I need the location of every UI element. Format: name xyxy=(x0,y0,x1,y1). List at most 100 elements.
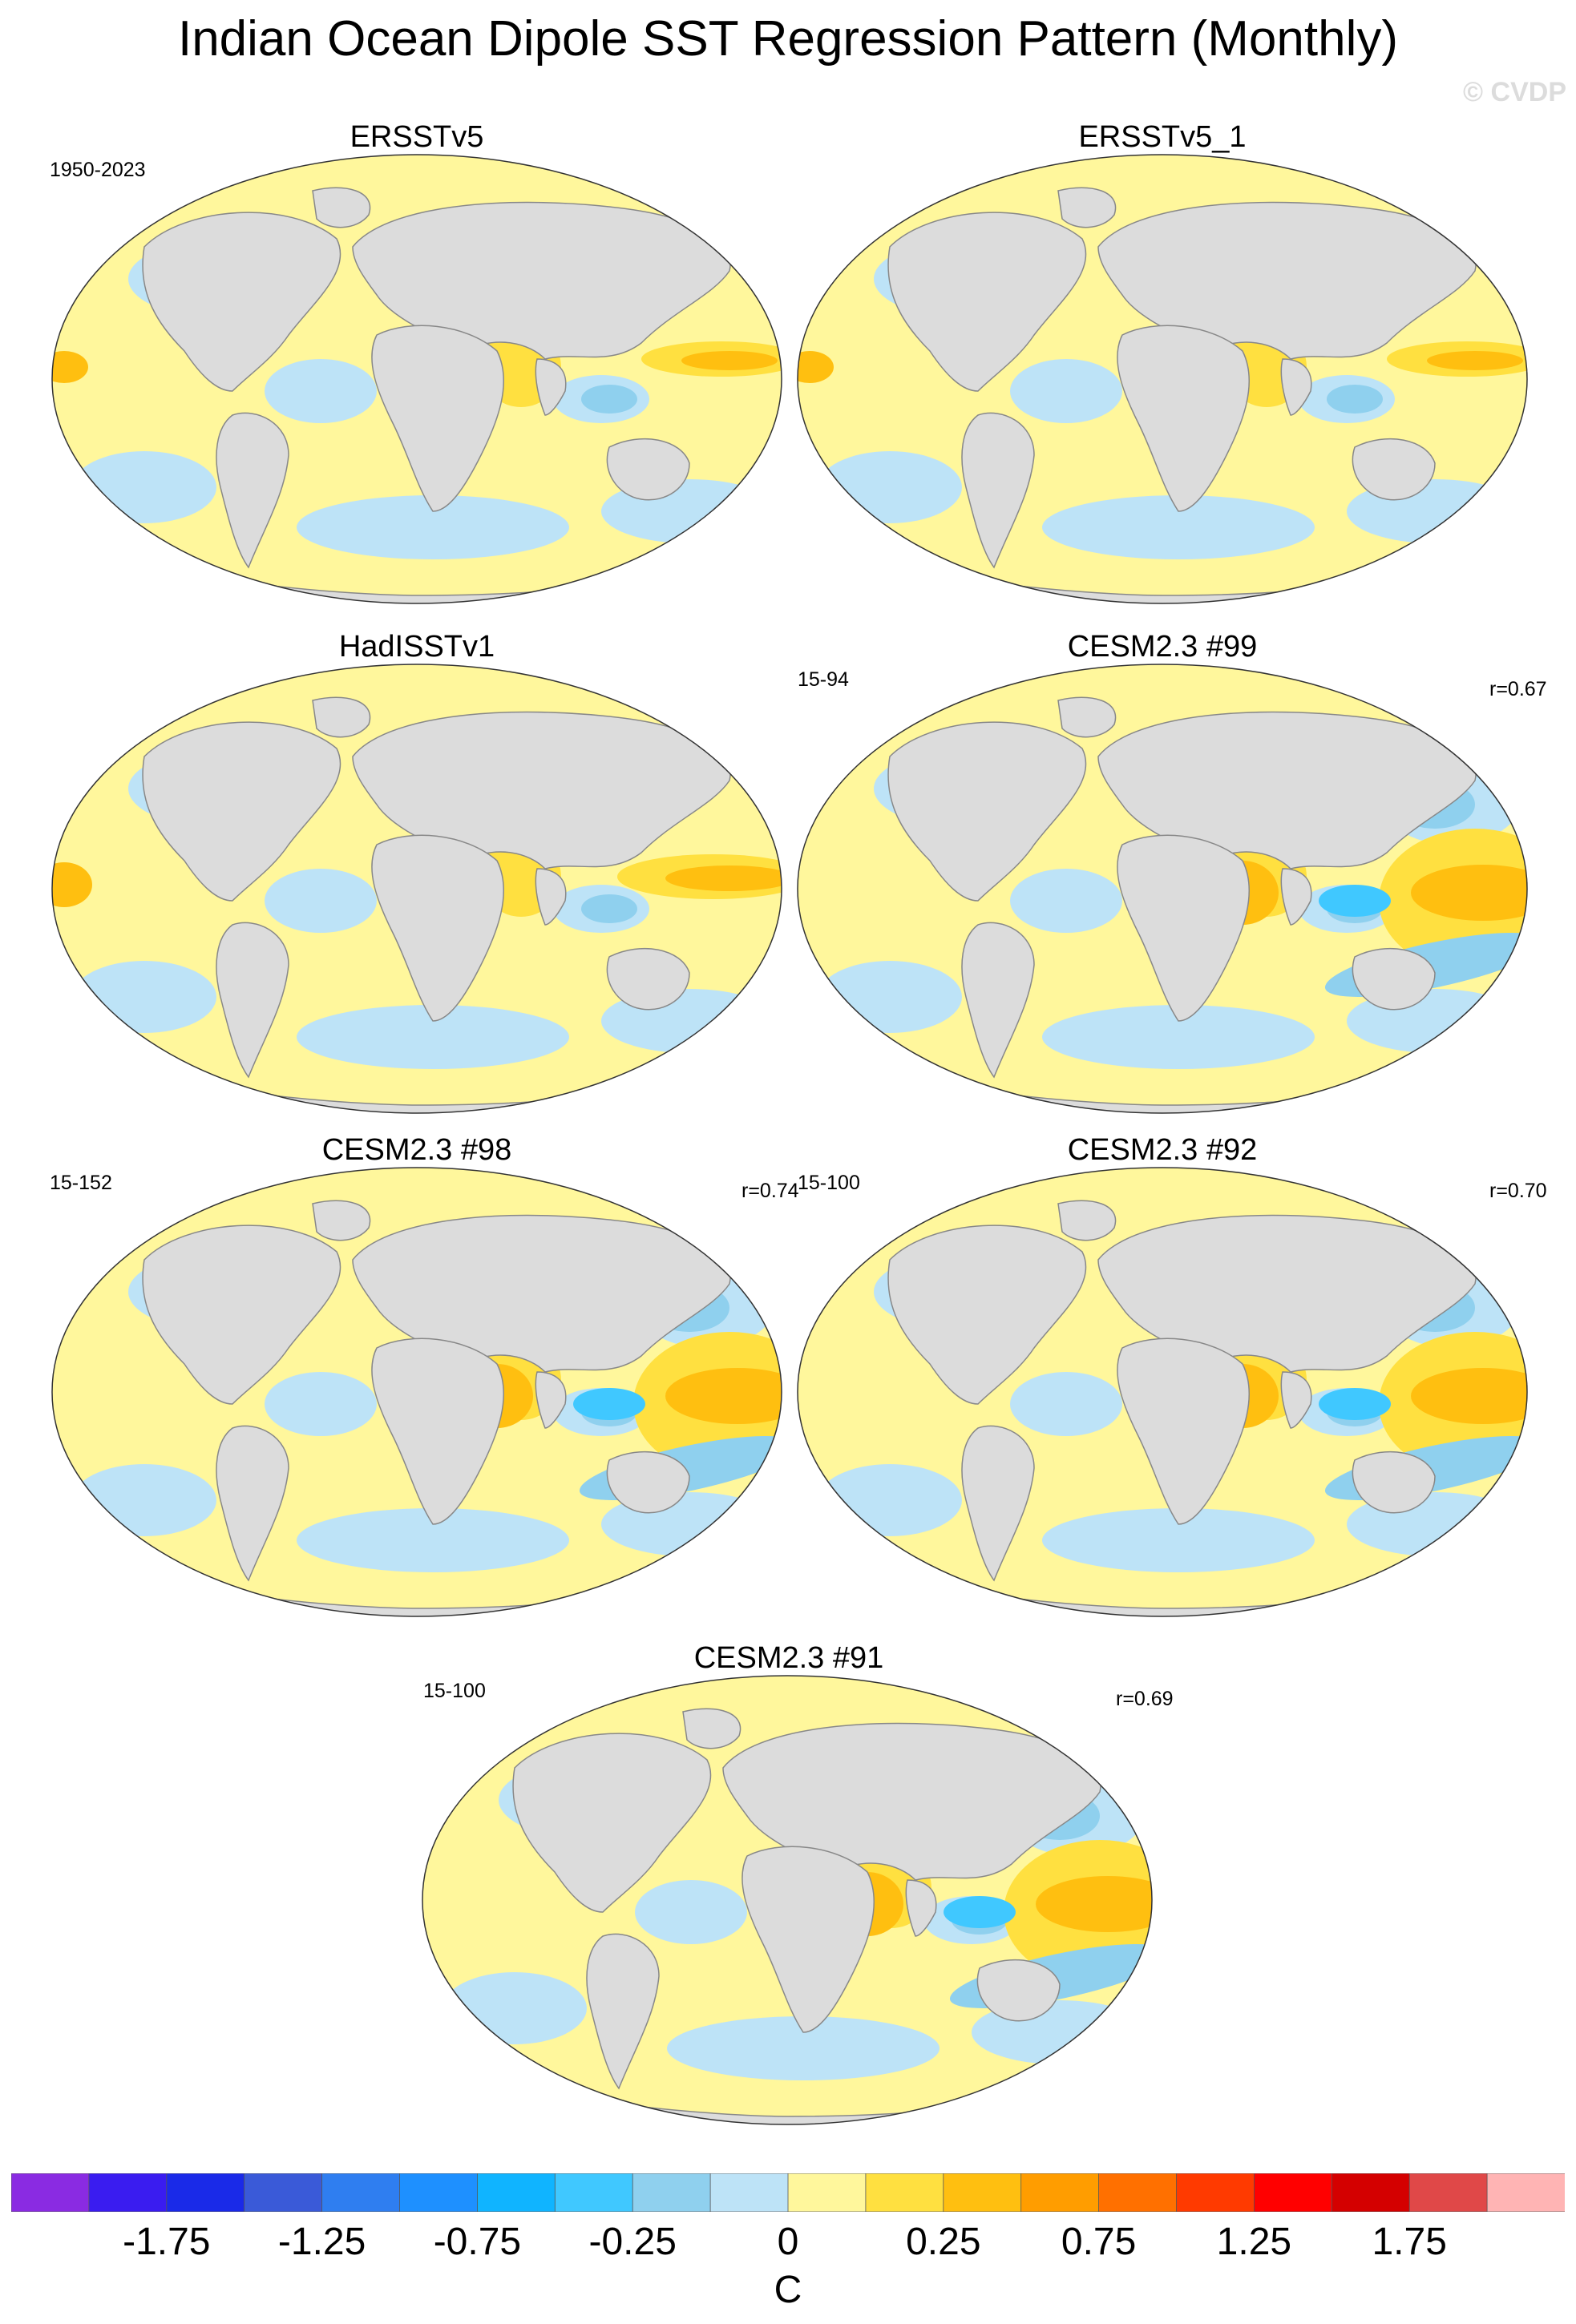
panel-title: HadISSTv1 xyxy=(338,630,495,664)
equatorial-pacific-core xyxy=(1427,351,1523,370)
eastern-pacific-warm xyxy=(798,351,834,383)
land-mass xyxy=(1280,358,1312,416)
land-mass xyxy=(371,834,504,1022)
southern-ocean-anomaly xyxy=(297,495,569,559)
colorbar-tick-label: -1.25 xyxy=(277,2221,366,2263)
regression-map xyxy=(797,1167,1528,1617)
southern-ocean-anomaly xyxy=(1042,495,1315,559)
land-mass xyxy=(312,1200,371,1241)
south-pacific-anomaly xyxy=(818,451,962,523)
maritime-continent-cool xyxy=(581,385,637,414)
equatorial-pacific-core xyxy=(1411,1368,1527,1424)
map-border xyxy=(51,154,782,604)
land-mass xyxy=(606,1450,690,1514)
colorbar-tick-label: -0.25 xyxy=(588,2221,677,2263)
land-mass xyxy=(1352,1450,1436,1514)
colorbar-swatch xyxy=(1408,2173,1488,2212)
land-mass xyxy=(1117,1338,1250,1525)
land-mass xyxy=(961,922,1035,1079)
sst-field xyxy=(422,1676,1152,2124)
colorbar-swatch xyxy=(1020,2173,1100,2212)
land-mass xyxy=(976,1959,1061,2022)
land-mass xyxy=(352,201,731,360)
map-border xyxy=(51,664,782,1114)
land-mass xyxy=(142,721,341,902)
colorbar-swatch xyxy=(632,2173,712,2212)
land-mass xyxy=(1097,1214,1477,1373)
land-mass xyxy=(535,868,567,926)
land-mass xyxy=(142,212,341,392)
colorbar-swatch xyxy=(399,2173,479,2212)
maritime-continent-core xyxy=(573,1388,645,1420)
southern-ocean-anomaly xyxy=(297,1508,569,1572)
south-pacific-anomaly xyxy=(72,451,216,523)
panel-title: CESM2.3 #92 xyxy=(1067,1133,1258,1167)
colorbar-tick-label: -1.75 xyxy=(123,2221,211,2263)
land-mass xyxy=(216,412,289,569)
land-mass xyxy=(1097,711,1477,869)
panel-title: ERSSTv5 xyxy=(350,120,484,154)
land-mass xyxy=(1057,187,1117,228)
colorbar-tick-label: 0.25 xyxy=(906,2221,981,2263)
panel-period: 15-94 xyxy=(798,668,849,691)
sst-field xyxy=(52,1168,782,1616)
equatorial-pacific-core xyxy=(1411,865,1527,921)
pattern-correlation: r=0.70 xyxy=(1489,1180,1547,1202)
colorbar-swatch xyxy=(1176,2173,1255,2212)
equatorial-pacific-core xyxy=(1036,1876,1152,1932)
pattern-correlation: r=0.69 xyxy=(1116,1688,1174,1710)
south-pacific-anomaly xyxy=(818,1464,962,1536)
colorbar-swatch xyxy=(709,2173,789,2212)
southern-ocean-anomaly xyxy=(667,2016,940,2080)
eastern-pacific-warm xyxy=(52,862,92,907)
colorbar-swatch xyxy=(943,2173,1022,2212)
land-mass xyxy=(586,1933,660,2090)
south-pacific-anomaly xyxy=(72,961,216,1033)
equatorial-pacific-core xyxy=(665,1368,782,1424)
colorbar-unit: C xyxy=(774,2269,802,2311)
regression-map xyxy=(797,154,1528,604)
colorbar xyxy=(11,2173,1565,2212)
tropical-atlantic-anomaly xyxy=(265,359,377,423)
land-mass xyxy=(682,1708,742,1749)
land-mass xyxy=(1352,947,1436,1011)
tropical-atlantic-anomaly xyxy=(265,869,377,933)
colorbar-swatch xyxy=(11,2173,90,2212)
equatorial-pacific-core xyxy=(665,865,782,891)
colorbar-swatch xyxy=(1098,2173,1178,2212)
land-mass xyxy=(1057,1200,1117,1241)
sst-field xyxy=(798,155,1527,603)
tropical-atlantic-anomaly xyxy=(1010,359,1122,423)
land-mass xyxy=(1117,325,1250,512)
sst-field xyxy=(52,155,782,603)
panel-title: CESM2.3 #98 xyxy=(321,1133,512,1167)
colorbar-swatch xyxy=(88,2173,168,2212)
land-mass xyxy=(535,1371,567,1429)
map-border xyxy=(51,1167,782,1617)
southern-ocean-anomaly xyxy=(297,1005,569,1069)
maritime-continent-core xyxy=(944,1896,1016,1928)
colorbar-swatch xyxy=(1486,2173,1565,2212)
colorbar-swatch xyxy=(1331,2173,1411,2212)
land-mass xyxy=(606,438,690,501)
colorbar-tick-label: 0.75 xyxy=(1061,2221,1137,2263)
land-mass xyxy=(722,1722,1101,1881)
southern-ocean-anomaly xyxy=(1042,1508,1315,1572)
south-pacific-anomaly xyxy=(818,961,962,1033)
land-mass xyxy=(142,1225,341,1405)
regression-map xyxy=(51,154,782,604)
land-mass xyxy=(512,1733,712,1913)
panel-period: 15-100 xyxy=(423,1680,486,1702)
land-mass xyxy=(352,711,731,869)
figure-title: Indian Ocean Dipole SST Regression Patte… xyxy=(177,11,1399,67)
panel-period: 15-152 xyxy=(50,1172,112,1194)
colorbar-swatch xyxy=(787,2173,867,2212)
maritime-continent-core xyxy=(1319,1388,1391,1420)
colorbar-swatch xyxy=(1254,2173,1333,2212)
land-mass xyxy=(216,922,289,1079)
colorbar-swatch xyxy=(166,2173,245,2212)
southern-ocean-anomaly xyxy=(1042,1005,1315,1069)
land-mass xyxy=(1097,201,1477,360)
regression-map xyxy=(797,664,1528,1114)
tropical-atlantic-anomaly xyxy=(1010,1372,1122,1436)
